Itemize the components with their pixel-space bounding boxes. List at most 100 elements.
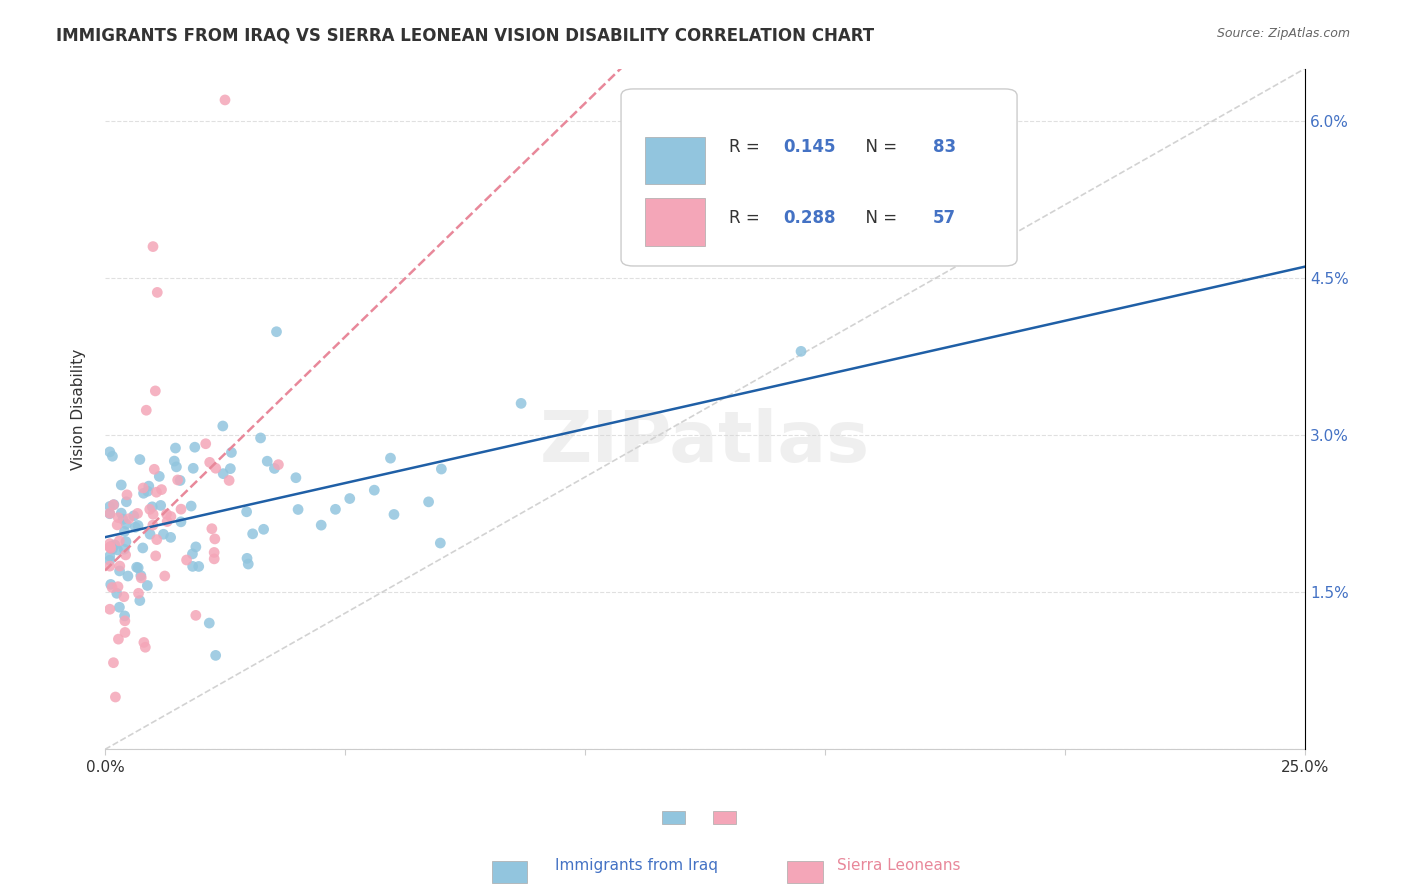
Immigrants from Iraq (184, 440, 207, 454)
Sierra Leoneans (146, 285, 169, 300)
Immigrants from Iraq (101, 541, 124, 556)
Sierra Leoneans (142, 508, 165, 522)
Text: ZIPatlas: ZIPatlas (540, 409, 870, 477)
Text: Sierra Leoneans: Sierra Leoneans (837, 858, 960, 872)
Immigrants from Iraq (139, 527, 162, 541)
Immigrants from Iraq (148, 469, 170, 483)
Sierra Leoneans (112, 590, 135, 604)
Sierra Leoneans (143, 462, 166, 476)
Sierra Leoneans (142, 518, 165, 533)
Immigrants from Iraq (128, 452, 150, 467)
Text: 83: 83 (934, 138, 956, 156)
Text: 0.145: 0.145 (783, 138, 835, 156)
Sierra Leoneans (267, 458, 290, 472)
Sierra Leoneans (98, 559, 121, 574)
Sierra Leoneans (98, 507, 121, 521)
Immigrants from Iraq (790, 344, 813, 359)
Immigrants from Iraq (181, 547, 204, 561)
Immigrants from Iraq (132, 541, 155, 555)
Sierra Leoneans (139, 502, 162, 516)
Immigrants from Iraq (418, 495, 440, 509)
Sierra Leoneans (202, 552, 225, 566)
Immigrants from Iraq (169, 474, 191, 488)
Sierra Leoneans (100, 541, 122, 556)
Immigrants from Iraq (103, 498, 125, 512)
Sierra Leoneans (104, 690, 127, 704)
Sierra Leoneans (201, 522, 224, 536)
Sierra Leoneans (204, 461, 226, 475)
Immigrants from Iraq (136, 484, 159, 499)
Immigrants from Iraq (105, 586, 128, 600)
Text: 57: 57 (934, 210, 956, 227)
Sierra Leoneans (128, 586, 150, 600)
Immigrants from Iraq (115, 495, 138, 509)
Immigrants from Iraq (429, 536, 451, 550)
Sierra Leoneans (107, 510, 129, 524)
Sierra Leoneans (108, 559, 131, 574)
Immigrants from Iraq (256, 454, 278, 468)
Immigrants from Iraq (204, 648, 226, 663)
Immigrants from Iraq (284, 471, 307, 485)
Sierra Leoneans (146, 533, 169, 547)
Immigrants from Iraq (110, 478, 132, 492)
Immigrants from Iraq (110, 506, 132, 520)
Sierra Leoneans (160, 509, 183, 524)
Sierra Leoneans (132, 635, 155, 649)
Immigrants from Iraq (266, 325, 288, 339)
Text: N =: N = (855, 210, 903, 227)
Sierra Leoneans (98, 602, 121, 616)
Immigrants from Iraq (363, 483, 385, 498)
Immigrants from Iraq (115, 534, 138, 549)
Immigrants from Iraq (263, 461, 285, 475)
Immigrants from Iraq (430, 462, 453, 476)
Immigrants from Iraq (129, 568, 152, 582)
Immigrants from Iraq (249, 431, 271, 445)
Sierra Leoneans (107, 632, 129, 647)
Immigrants from Iraq (108, 564, 131, 578)
Sierra Leoneans (184, 608, 207, 623)
Sierra Leoneans (132, 481, 155, 495)
Sierra Leoneans (214, 93, 236, 107)
Sierra Leoneans (145, 549, 167, 563)
Immigrants from Iraq (165, 459, 187, 474)
Immigrants from Iraq (163, 454, 186, 468)
Sierra Leoneans (170, 502, 193, 516)
Immigrants from Iraq (236, 551, 259, 566)
Immigrants from Iraq (152, 527, 174, 541)
Sierra Leoneans (134, 640, 156, 655)
Sierra Leoneans (114, 548, 136, 562)
Immigrants from Iraq (115, 516, 138, 531)
Immigrants from Iraq (181, 461, 204, 475)
Immigrants from Iraq (98, 549, 121, 563)
Immigrants from Iraq (187, 559, 209, 574)
Immigrants from Iraq (149, 499, 172, 513)
Immigrants from Iraq (114, 608, 136, 623)
Sierra Leoneans (107, 580, 129, 594)
Immigrants from Iraq (98, 500, 121, 514)
Legend: , : , (657, 805, 754, 832)
Sierra Leoneans (143, 384, 166, 398)
Immigrants from Iraq (170, 515, 193, 529)
Sierra Leoneans (155, 507, 177, 521)
Immigrants from Iraq (159, 530, 181, 544)
Immigrants from Iraq (98, 507, 121, 521)
Immigrants from Iraq (104, 538, 127, 552)
Immigrants from Iraq (100, 577, 122, 591)
Sierra Leoneans (114, 625, 136, 640)
Immigrants from Iraq (117, 569, 139, 583)
Immigrants from Iraq (138, 479, 160, 493)
Sierra Leoneans (115, 488, 138, 502)
Sierra Leoneans (105, 517, 128, 532)
Sierra Leoneans (103, 498, 125, 512)
Immigrants from Iraq (108, 600, 131, 615)
Sierra Leoneans (145, 485, 167, 500)
Sierra Leoneans (98, 541, 121, 555)
Immigrants from Iraq (242, 526, 264, 541)
Immigrants from Iraq (127, 518, 149, 533)
Sierra Leoneans (98, 540, 121, 554)
Sierra Leoneans (135, 403, 157, 417)
Immigrants from Iraq (180, 499, 202, 513)
Immigrants from Iraq (382, 508, 405, 522)
Immigrants from Iraq (221, 445, 243, 459)
Immigrants from Iraq (125, 560, 148, 574)
